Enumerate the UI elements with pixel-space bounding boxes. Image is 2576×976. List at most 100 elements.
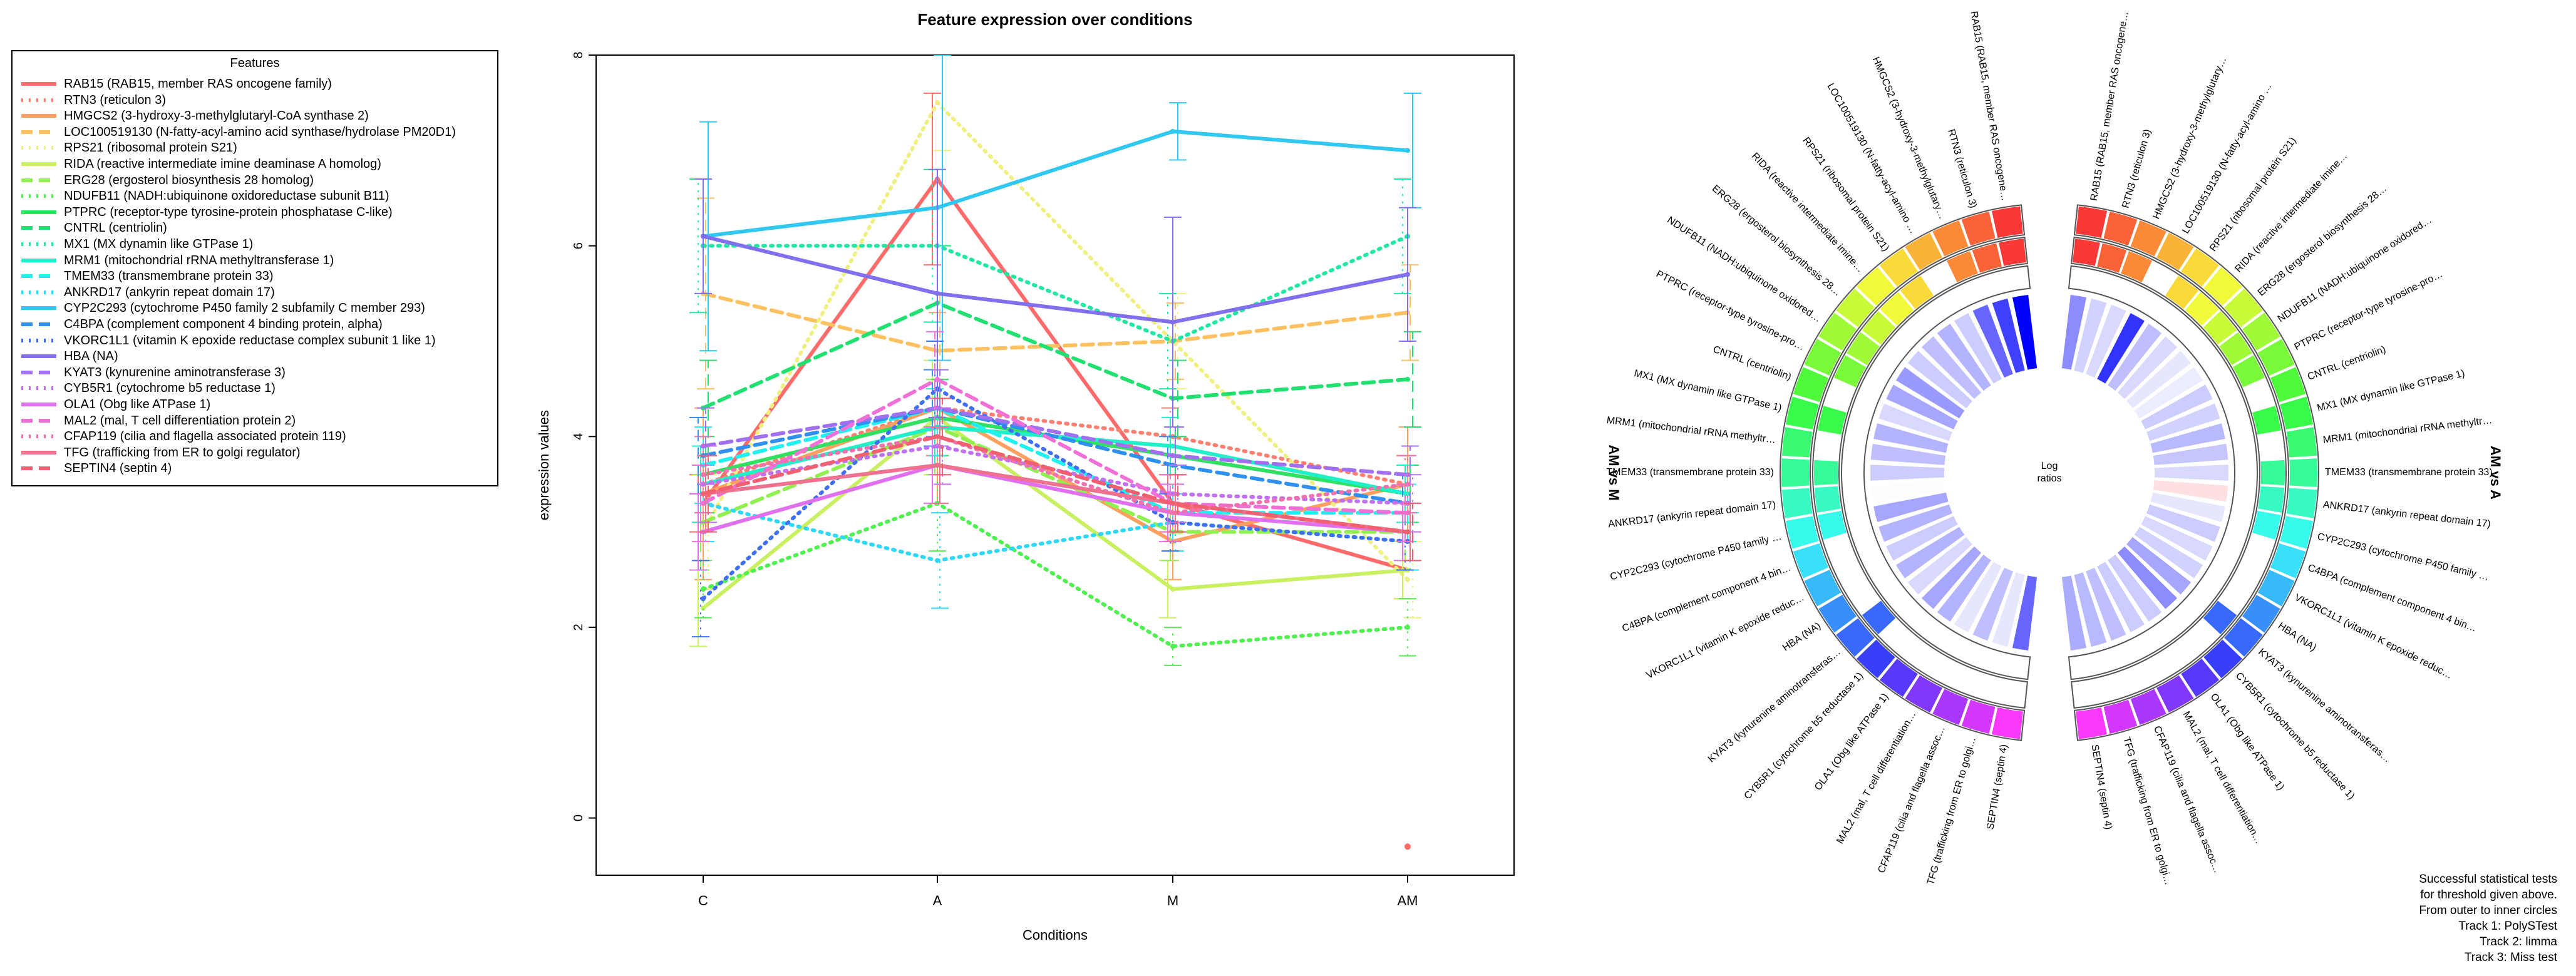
circos-center-label: ratios: [2037, 473, 2061, 484]
legend-label: RPS21 (ribosomal protein S21): [64, 141, 237, 155]
significance-cell: [1818, 312, 1857, 351]
legend-label: RTN3 (reticulon 3): [64, 93, 167, 107]
data-point: [935, 290, 940, 296]
circos-feature-label: LOC100519130 (N-fatty-acyl-amino …: [1825, 81, 1919, 235]
legend-entry: TMEM33 (transmembrane protein 33): [13, 267, 497, 285]
log-ratio-bar: [2074, 572, 2107, 647]
significance-cell: [1781, 458, 1810, 487]
data-point: [1405, 481, 1410, 487]
data-point: [701, 587, 706, 592]
legend-title: Features: [230, 56, 280, 70]
legend-entry: LOC100519130 (N-fatty-acyl-amino acid sy…: [13, 123, 497, 141]
data-point: [1405, 148, 1410, 153]
significance-cell: [1781, 488, 1813, 518]
circos-feature-label: RAB15 (RAB15, member RAS oncogene…: [2089, 11, 2131, 202]
significance-cell: [2260, 460, 2285, 486]
log-ratio-bar: [2134, 527, 2203, 578]
circos-feature-label: ANKRD17 (ankyrin repeat domain 17): [2322, 500, 2491, 530]
circos-feature-label: MRM1 (mitochondrial rRNA methyltr…: [1606, 415, 1776, 446]
legend-entry: RAB15 (RAB15, member RAS oncogene family…: [13, 75, 497, 93]
significance-cell: [1999, 239, 2026, 266]
legend-label: KYAT3 (kynurenine aminotransferase 3): [64, 365, 286, 379]
legend-label: MAL2 (mal, T cell differentiation protei…: [64, 413, 296, 428]
circos-feature-label: RAB15 (RAB15, member RAS oncogene…: [1968, 11, 2010, 202]
legend-entry: NDUFB11 (NADH:ubiquinone oxidoreductase …: [13, 187, 497, 205]
significance-cell: [2203, 639, 2242, 679]
log-ratio-bar: [1907, 537, 1972, 595]
significance-cell: [2252, 406, 2281, 435]
legend-swatch: [21, 338, 56, 342]
significance-cell: [1879, 248, 1918, 287]
legend-swatch: [21, 242, 56, 246]
stats-note-line: Successful statistical tests: [2419, 873, 2557, 886]
circos-feature-label: RPS21 (ribosomal protein S21): [2208, 135, 2299, 254]
significance-cell: [1991, 206, 2023, 238]
significance-cell: [2286, 427, 2317, 458]
legend-swatch: [21, 290, 56, 294]
legend-swatch: [21, 450, 56, 455]
legend-entry: VKORC1L1 (vitamin K epoxide reductase co…: [13, 332, 497, 349]
significance-cell: [2156, 675, 2194, 713]
log-ratio-bar: [1954, 313, 2002, 384]
circos-feature-label: MX1 (MX dynamin like GTPase 1): [1633, 368, 1783, 414]
circos-feature-label: VKORC1L1 (vitamin K epoxide reduc…: [1645, 592, 1806, 681]
legend-swatch: [21, 226, 56, 230]
data-point: [1170, 500, 1175, 506]
significance-cell: [2286, 488, 2317, 518]
significance-cell: [2103, 212, 2138, 246]
data-point: [935, 434, 940, 439]
log-ratio-bar: [1937, 324, 1991, 391]
data-point: [935, 376, 940, 382]
log-ratio-bar: [2097, 562, 2145, 632]
legend-entry: C4BPA (complement component 4 binding pr…: [13, 316, 497, 333]
log-ratio-bar: [2126, 351, 2192, 409]
series-line: [701, 501, 1409, 563]
data-point: [935, 463, 940, 468]
series-line: [701, 406, 1409, 505]
legend-swatch: [21, 194, 56, 198]
data-point: [701, 481, 706, 487]
y-tick-label: 4: [572, 433, 585, 440]
log-ratio-bar: [1907, 351, 1972, 409]
series-line: [701, 234, 1409, 344]
x-axis-label: Conditions: [1023, 927, 1088, 943]
data-point: [1170, 587, 1175, 592]
significance-cell: [2289, 458, 2317, 487]
legend-entry: MX1 (MX dynamin like GTPase 1): [13, 235, 497, 253]
significance-cell: [1932, 220, 1969, 257]
legend-label: C4BPA (complement component 4 binding pr…: [64, 317, 383, 331]
outlier-point: [1404, 843, 1411, 850]
significance-cell: [1804, 339, 1842, 376]
log-ratio-bar: [1870, 443, 1946, 465]
data-point: [701, 500, 706, 506]
circos-feature-label: RTN3 (reticulon 3): [2120, 128, 2153, 209]
stats-note-line: Track 1: PolySTest: [2458, 920, 2557, 933]
legend-label: OLA1 (Obg like ATPase 1): [64, 398, 211, 411]
legend-entry: RPS21 (ribosomal protein S21): [13, 139, 497, 157]
legend-entry: RTN3 (reticulon 3): [13, 91, 497, 109]
series-line: [701, 301, 1409, 410]
legend-entry: KYAT3 (kynurenine aminotransferase 3): [13, 364, 497, 381]
data-point: [1405, 272, 1410, 277]
legend-label: MRM1 (mitochondrial rRNA methyltransfera…: [64, 253, 334, 267]
significance-cell: [2076, 206, 2108, 238]
legend-label: CYB5R1 (cytochrome b5 reductase 1): [64, 381, 276, 396]
legend-entry: CFAP119 (cilia and flagella associated p…: [13, 428, 497, 445]
log-ratio-bar: [1895, 527, 1965, 578]
circos-center-label: Log: [2041, 461, 2058, 471]
log-ratio-bar: [2146, 403, 2220, 441]
legend-swatch: [21, 146, 56, 150]
series-line: [701, 100, 1409, 582]
x-tick-label: M: [1167, 893, 1178, 908]
circos-feature-label: VKORC1L1 (vitamin K epoxide reduc…: [2293, 592, 2455, 681]
significance-cell: [1814, 486, 1841, 513]
data-point: [701, 596, 706, 602]
series-line: [701, 234, 1409, 324]
log-ratio-bar: [1972, 304, 2013, 378]
log-ratio-bar: [1895, 367, 1965, 419]
log-ratio-bar: [1972, 567, 2013, 641]
log-ratio-bar: [2134, 367, 2203, 419]
log-ratio-bar: [1873, 492, 1949, 522]
significance-cell: [1972, 243, 2002, 273]
significance-cell: [2280, 516, 2313, 549]
